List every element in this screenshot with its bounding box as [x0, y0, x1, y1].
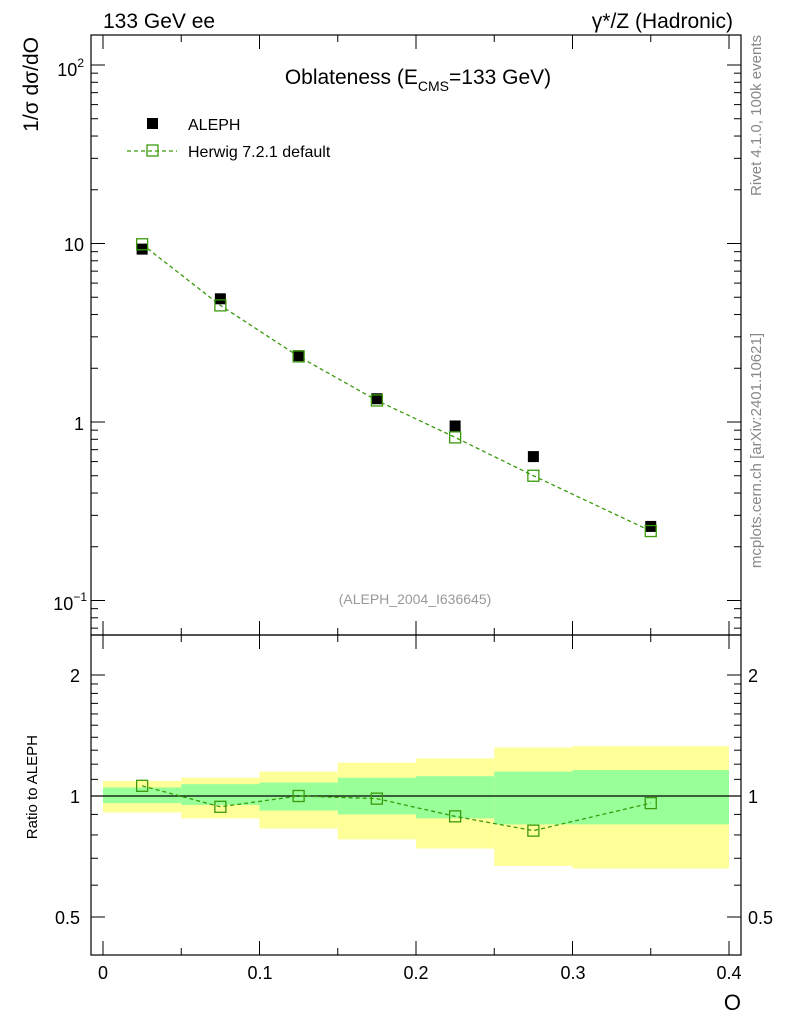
- xaxis-label: O: [724, 990, 741, 1015]
- ratio-ytick-right-05: 0.5: [748, 908, 773, 928]
- data-point: [645, 520, 657, 532]
- header-right-label: γ*/Z (Hadronic): [592, 10, 733, 33]
- legend-data-label: ALEPH: [188, 117, 240, 134]
- mc-ratio-point: [527, 824, 540, 837]
- ratio-series: [135, 779, 657, 837]
- ratio-ylabel: Ratio to ALEPH: [24, 735, 41, 839]
- mc-ratio-point: [370, 792, 384, 805]
- mcplots-label: mcplots.cern.ch [arXiv:2401.10621]: [748, 333, 765, 568]
- title-suffix: =133 GeV): [449, 66, 551, 89]
- ratio-band-inner: [494, 771, 573, 825]
- data-point: [449, 420, 461, 432]
- ytick-100-base: 10: [57, 60, 77, 80]
- legend-mc-marker: [146, 144, 159, 157]
- xtick-label-0: 0: [98, 963, 108, 983]
- ytick-01-base: 10: [53, 594, 73, 614]
- legend-mc-label: Herwig 7.2.1 default: [188, 144, 331, 161]
- legend-data-marker: [147, 118, 158, 129]
- ytick-100-exp: 2: [77, 56, 84, 70]
- main-series: [135, 238, 657, 538]
- ytick-label-10: 10: [64, 235, 84, 255]
- ratio-band-inner: [416, 776, 495, 819]
- ratio-ytick-left-2: 2: [70, 666, 80, 686]
- xtick-label-01: 0.1: [247, 963, 272, 983]
- mc-ratio-line: [141, 785, 651, 832]
- xtick-label-02: 0.2: [403, 963, 428, 983]
- rivet-label: Rivet 4.1.0, 100k events: [748, 35, 765, 196]
- ytick-label-100: 102: [57, 56, 84, 80]
- ratio-band-inner: [103, 787, 182, 804]
- data-point: [136, 243, 148, 255]
- mc-point: [370, 394, 384, 407]
- mc-ratio-point: [135, 779, 149, 792]
- xtick-label-03: 0.3: [560, 963, 585, 983]
- mc-point: [135, 238, 149, 251]
- mc-ratio-point: [644, 796, 657, 810]
- ratio-ytick-right-1: 1: [748, 787, 758, 807]
- data-point: [527, 451, 539, 463]
- main-ylabel: 1/σ dσ/dO: [20, 37, 43, 132]
- mc-ratio-point: [448, 810, 462, 823]
- data-point: [371, 393, 383, 405]
- mc-point: [644, 524, 657, 538]
- plot-title: Oblateness (ECMS=133 GeV): [285, 66, 551, 94]
- ratio-ytick-right-2: 2: [748, 666, 758, 686]
- ratio-bands: [103, 746, 729, 869]
- mc-ratio-point: [214, 800, 227, 813]
- ratio-band-inner: [181, 784, 260, 805]
- data-point: [214, 293, 226, 305]
- ytick-label-01: 10−1: [53, 590, 87, 614]
- mc-point: [292, 350, 305, 363]
- analysis-id: (ALEPH_2004_I636645): [339, 591, 492, 607]
- title-subscript: CMS: [418, 78, 449, 94]
- xtick-label-04: 0.4: [716, 963, 741, 983]
- data-point: [293, 350, 305, 362]
- ytick-label-1: 1: [74, 414, 84, 434]
- title-prefix: Oblateness (E: [285, 66, 418, 89]
- mc-point: [527, 469, 540, 482]
- mc-series-line: [141, 243, 652, 532]
- ytick-01-exp: −1: [73, 590, 87, 604]
- ratio-ytick-left-1: 1: [70, 787, 80, 807]
- mc-point: [448, 431, 462, 444]
- header-left-label: 133 GeV ee: [103, 10, 215, 33]
- mc-ratio-point: [292, 789, 305, 803]
- ratio-ytick-left-05: 0.5: [55, 908, 80, 928]
- mc-point: [214, 299, 227, 312]
- ratio-plot-frame: [90, 634, 742, 956]
